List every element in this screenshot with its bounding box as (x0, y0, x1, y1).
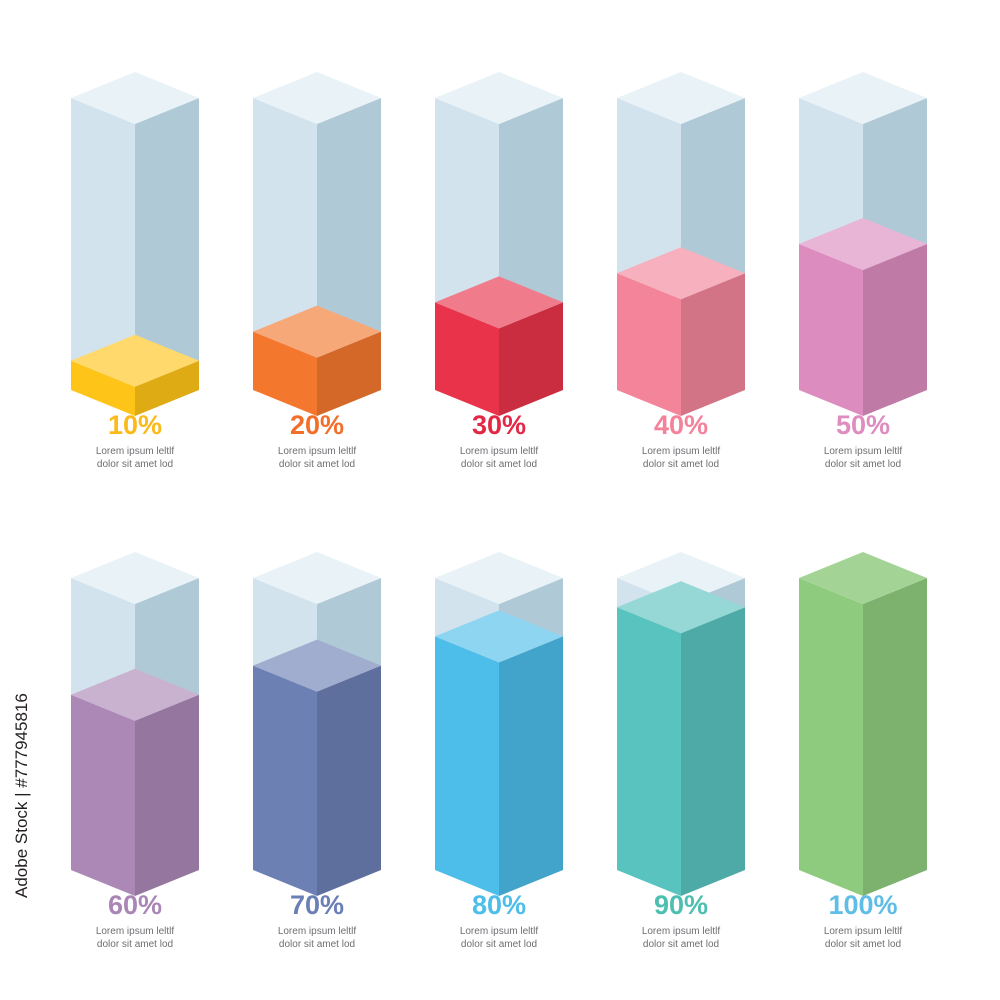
bar-side-face (863, 244, 927, 416)
bar-top-face (71, 334, 199, 387)
description-line-2: dolor sit amet lod (279, 459, 355, 470)
bar-side-face (135, 694, 199, 896)
description-line-1: Lorem ipsum leltlf (460, 926, 539, 937)
bar-top-face (617, 581, 745, 634)
empty-top-face (799, 72, 927, 124)
bar (253, 72, 381, 416)
value-label: 80% (472, 890, 526, 920)
empty-front-face (253, 98, 317, 358)
bar-front-face (435, 636, 499, 896)
stock-id-watermark: Adobe Stock | #777945816 (12, 693, 31, 898)
description-line-2: dolor sit amet lod (97, 939, 173, 950)
value-label: 70% (290, 890, 344, 920)
empty-side-face (681, 98, 745, 300)
bar-side-face (863, 578, 927, 896)
empty-top-face (435, 552, 563, 604)
glass-overlay (71, 668, 199, 721)
description-line-2: dolor sit amet lod (825, 939, 901, 950)
bar (435, 552, 563, 896)
value-label: 100% (828, 890, 897, 920)
bar-side-face (135, 360, 199, 416)
value-label: 40% (654, 410, 708, 440)
empty-front-face (435, 98, 499, 329)
bar (71, 552, 199, 896)
bar-side-face (681, 273, 745, 416)
empty-top-face (617, 72, 745, 124)
value-label: 20% (290, 410, 344, 440)
description-line-1: Lorem ipsum leltlf (824, 446, 903, 457)
description-line-1: Lorem ipsum leltlf (824, 926, 903, 937)
value-label: 50% (836, 410, 890, 440)
description-line-2: dolor sit amet lod (97, 459, 173, 470)
bar (435, 72, 563, 416)
bar-front-face (799, 578, 863, 896)
empty-side-face (499, 98, 563, 329)
empty-top-face (71, 552, 199, 604)
bar-front-face (71, 360, 135, 416)
bar-side-face (317, 331, 381, 416)
glass-overlay (799, 218, 927, 270)
bar-front-face (435, 302, 499, 416)
bar-side-face (499, 302, 563, 416)
bar (799, 72, 927, 416)
description-line-1: Lorem ipsum leltlf (278, 446, 357, 457)
bar-top-face (435, 610, 563, 663)
description-line-1: Lorem ipsum leltlf (642, 446, 721, 457)
bar (253, 552, 381, 896)
bar (799, 552, 927, 896)
bar-top-face (253, 639, 381, 692)
bar-top-face (435, 276, 563, 329)
description-line-2: dolor sit amet lod (643, 939, 719, 950)
bar (71, 72, 199, 416)
bars-group: 10% Lorem ipsum leltlf dolor sit amet lod 2… (71, 72, 927, 950)
empty-front-face (617, 98, 681, 300)
bar-side-face (317, 665, 381, 896)
description-line-2: dolor sit amet lod (461, 939, 537, 950)
bar-front-face (799, 244, 863, 416)
description-line-2: dolor sit amet lod (461, 459, 537, 470)
bar (617, 552, 745, 896)
empty-top-face (435, 72, 563, 124)
bar-front-face (71, 694, 135, 896)
description-line-1: Lorem ipsum leltlf (460, 446, 539, 457)
empty-top-face (71, 72, 199, 124)
glass-overlay (71, 334, 199, 387)
value-label: 10% (108, 410, 162, 440)
empty-side-face (317, 98, 381, 358)
description-line-1: Lorem ipsum leltlf (96, 926, 175, 937)
description-line-2: dolor sit amet lod (825, 459, 901, 470)
empty-top-face (617, 552, 745, 604)
empty-top-face (253, 72, 381, 124)
glass-overlay (253, 639, 381, 692)
value-label: 90% (654, 890, 708, 920)
bar-top-face (799, 552, 927, 604)
bar-top-face (71, 668, 199, 721)
bar-top-face (799, 218, 927, 270)
description-line-2: dolor sit amet lod (279, 939, 355, 950)
empty-top-face (253, 552, 381, 604)
glass-overlay (617, 581, 745, 634)
bar-top-face (617, 247, 745, 300)
description-line-1: Lorem ipsum leltlf (96, 446, 175, 457)
bar-front-face (617, 607, 681, 896)
bar (617, 72, 745, 416)
glass-overlay (617, 247, 745, 300)
bar-front-face (253, 665, 317, 896)
bar-side-face (681, 607, 745, 896)
empty-front-face (71, 98, 135, 387)
glass-overlay (435, 276, 563, 329)
description-line-1: Lorem ipsum leltlf (278, 926, 357, 937)
bar-top-face (253, 305, 381, 358)
description-line-2: dolor sit amet lod (643, 459, 719, 470)
value-label: 60% (108, 890, 162, 920)
description-line-1: Lorem ipsum leltlf (642, 926, 721, 937)
value-label: 30% (472, 410, 526, 440)
empty-side-face (135, 98, 199, 387)
bar-front-face (253, 331, 317, 416)
glass-overlay (253, 305, 381, 358)
bar-side-face (499, 636, 563, 896)
glass-overlay (435, 610, 563, 663)
bar-front-face (617, 273, 681, 416)
